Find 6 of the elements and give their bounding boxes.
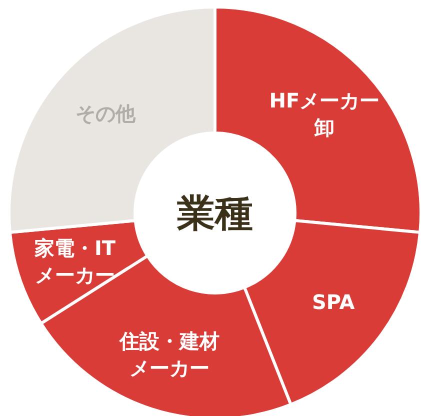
slice-label: HFメーカー卸	[269, 88, 380, 140]
slice-label: その他	[76, 101, 137, 126]
slice-label: 住設・建材メーカー	[118, 328, 220, 380]
slice-label: 家電・ITメーカー	[33, 236, 116, 287]
slice-label: SPA	[312, 290, 356, 314]
text: 業種	[176, 191, 253, 235]
